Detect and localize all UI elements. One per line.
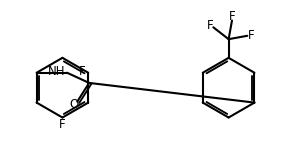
Text: F: F [79,64,86,78]
Text: F: F [59,118,66,131]
Text: NH: NH [48,64,66,78]
Text: O: O [69,98,79,111]
Text: F: F [248,29,255,42]
Text: F: F [207,19,213,32]
Text: F: F [229,10,235,23]
